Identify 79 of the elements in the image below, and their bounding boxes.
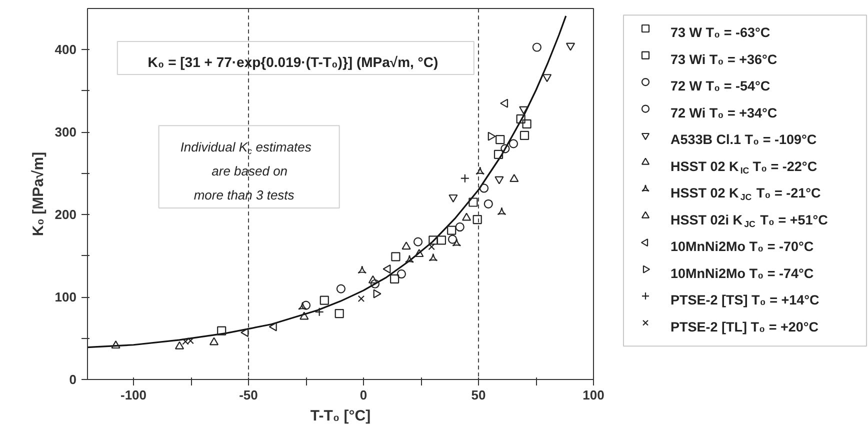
point xyxy=(111,340,120,349)
legend-label: 73 Wi T₀ = +36°C xyxy=(670,52,778,67)
point xyxy=(373,289,382,298)
point xyxy=(462,212,472,221)
point xyxy=(510,174,519,182)
point xyxy=(391,252,400,262)
point xyxy=(448,194,458,202)
point xyxy=(472,215,482,224)
point xyxy=(500,144,510,154)
x-tick-label: -100 xyxy=(120,388,147,402)
y-tick-label: 400 xyxy=(54,42,77,58)
point xyxy=(240,328,249,338)
point xyxy=(370,279,380,288)
point xyxy=(358,295,365,302)
legend-label: PTSE-2 [TS] T₀ = +14°C xyxy=(670,292,820,308)
point xyxy=(300,312,309,320)
point xyxy=(519,106,528,114)
y-tick-label: 200 xyxy=(54,207,77,222)
point xyxy=(497,206,506,215)
point xyxy=(484,199,493,208)
point xyxy=(358,266,367,274)
point xyxy=(468,198,478,207)
point xyxy=(520,130,530,140)
point xyxy=(428,243,435,250)
annotation: K₀ = [31 + 77·exp{0.019·(T-T₀)}] (MPa√m, °C) xyxy=(148,54,438,70)
x-tick-label: 100 xyxy=(582,388,604,402)
point xyxy=(268,322,277,332)
point xyxy=(301,300,311,310)
point xyxy=(488,132,496,141)
point xyxy=(336,284,346,294)
point xyxy=(494,176,504,184)
point xyxy=(500,98,508,108)
legend-label: 72 W T₀ = -54°C xyxy=(670,78,770,94)
legend-label: 73 W T₀ = -63°C xyxy=(670,25,770,40)
x-axis-title: T-T₀ [°C] xyxy=(310,408,371,424)
point xyxy=(404,254,414,263)
point xyxy=(476,166,485,175)
legend-label: 10MnNi2Mo T₀ = -74°C xyxy=(670,266,814,281)
point xyxy=(455,222,464,232)
point xyxy=(566,42,576,51)
point xyxy=(414,249,424,258)
point xyxy=(217,326,226,336)
y-axis-title: K₀ [MPa√m] xyxy=(30,152,47,236)
point xyxy=(390,274,400,284)
point xyxy=(508,139,518,148)
point xyxy=(447,226,456,235)
point xyxy=(496,135,505,144)
point xyxy=(428,236,438,245)
point xyxy=(516,114,526,124)
legend-label: PTSE-2 [TL] T₀ = +20°C xyxy=(670,319,819,334)
point xyxy=(209,337,219,346)
point xyxy=(413,237,423,246)
point xyxy=(402,242,411,250)
point xyxy=(542,74,552,82)
y-tick-label: 100 xyxy=(54,290,77,305)
point xyxy=(479,184,489,193)
point xyxy=(396,269,406,279)
legend-label: 10MnNi2Mo T₀ = -70°C xyxy=(670,239,814,254)
line-series xyxy=(88,15,567,348)
point xyxy=(368,275,378,284)
y-tick-label: 0 xyxy=(69,372,77,387)
point xyxy=(448,234,458,244)
x-tick-label: -50 xyxy=(239,388,258,402)
point xyxy=(174,341,184,350)
point xyxy=(320,296,329,305)
y-tick-label: 300 xyxy=(54,124,77,140)
x-tick-label: 50 xyxy=(471,388,486,402)
point xyxy=(382,264,391,274)
point xyxy=(334,308,344,318)
point xyxy=(428,253,438,262)
legend-label: 72 Wi T₀ = +34°C xyxy=(670,105,778,120)
point xyxy=(532,42,542,52)
point xyxy=(436,236,446,245)
point xyxy=(522,119,532,128)
point xyxy=(452,238,462,246)
x-tick-label: 0 xyxy=(360,388,368,402)
legend-label: A533B Cl.1 T₀ = -109°C xyxy=(670,132,817,148)
point xyxy=(494,150,504,159)
point xyxy=(298,302,308,310)
